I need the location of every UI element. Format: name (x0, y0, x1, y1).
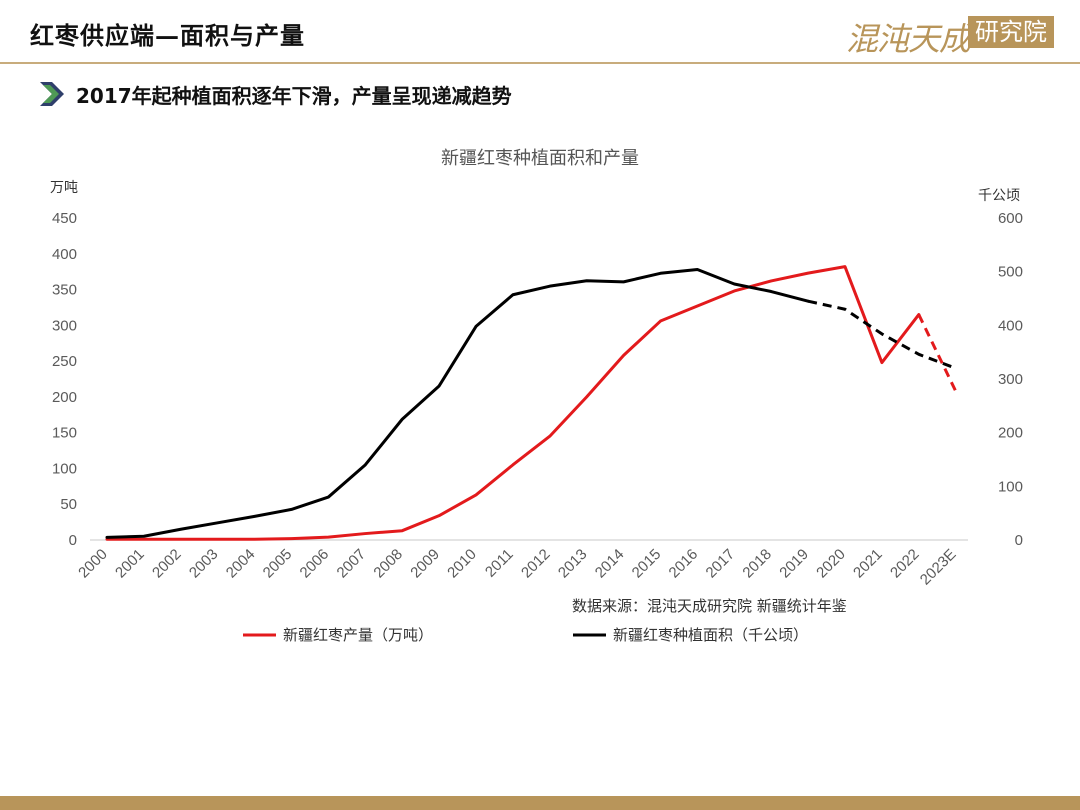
left-axis-unit: 万吨 (50, 180, 78, 196)
x-axis-tick: 2020 (813, 546, 849, 582)
x-axis-tick: 2001 (112, 546, 148, 582)
left-axis-tick: 200 (52, 389, 77, 406)
series-line-0 (105, 265, 921, 541)
right-axis-tick: 500 (998, 264, 1023, 281)
x-axis-tick: 2023E (917, 546, 960, 589)
footer-bar (0, 796, 1080, 810)
legend-label: 新疆红枣产量（万吨） (283, 626, 433, 644)
page-title: 红枣供应端—面积与产量 (30, 21, 305, 50)
x-axis-tick: 2006 (297, 546, 333, 582)
source-note: 数据来源：混沌天成研究院 新疆统计年鉴 (572, 597, 847, 615)
right-axis-tick: 200 (998, 425, 1023, 442)
left-axis-tick: 450 (52, 210, 77, 227)
legend-label: 新疆红枣种植面积（千公顷） (613, 626, 808, 644)
x-axis-tick: 2012 (518, 546, 554, 582)
subtitle: 2017年起种植面积逐年下滑，产量呈现递减趋势 (76, 84, 512, 108)
right-axis-tick: 600 (998, 210, 1023, 227)
x-axis-tick: 2002 (149, 546, 185, 582)
x-axis-tick: 2000 (75, 546, 111, 582)
x-axis-tick: 2018 (739, 546, 775, 582)
right-axis-tick: 100 (998, 478, 1023, 495)
left-axis-tick: 400 (52, 246, 77, 263)
x-axis-tick: 2011 (482, 546, 517, 581)
left-axis-tick: 300 (52, 317, 77, 334)
header-divider (0, 62, 1080, 64)
x-axis-tick: 2016 (666, 546, 702, 582)
x-axis-tick: 2015 (629, 546, 665, 582)
brand-logo: 混沌天成 研究院 (846, 14, 1058, 58)
logo-box-text: 研究院 (968, 16, 1054, 48)
right-axis-tick: 400 (998, 317, 1023, 334)
series-line-1 (105, 268, 810, 539)
x-axis-tick: 2017 (703, 546, 739, 582)
left-axis-tick: 100 (52, 460, 77, 477)
x-axis-tick: 2005 (260, 546, 296, 582)
logo-text: 混沌天成 (846, 20, 971, 58)
left-axis-tick: 0 (69, 532, 77, 549)
x-axis-tick: 2014 (592, 546, 628, 582)
right-axis-unit: 千公顷 (978, 188, 1020, 204)
x-axis-tick: 2003 (186, 546, 222, 582)
x-axis-tick: 2004 (223, 546, 259, 582)
right-axis-tick: 0 (1015, 532, 1023, 549)
chart-title: 新疆红枣种植面积和产量 (441, 148, 639, 169)
left-axis-tick: 250 (52, 353, 77, 370)
right-axis-tick: 300 (998, 371, 1023, 388)
x-axis-tick: 2013 (555, 546, 591, 582)
left-axis-tick: 50 (60, 496, 77, 513)
x-axis-tick: 2008 (370, 546, 406, 582)
left-axis-tick: 150 (52, 425, 77, 442)
left-axis-tick: 350 (52, 282, 77, 299)
series-projection-0 (917, 313, 958, 392)
x-axis-tick: 2007 (334, 546, 370, 582)
chevron-right-icon (40, 82, 64, 106)
x-axis-tick: 2019 (776, 546, 812, 582)
series-projection-1 (807, 299, 957, 370)
x-axis-tick: 2010 (444, 546, 480, 582)
x-axis-tick: 2009 (407, 546, 443, 582)
x-axis-tick: 2021 (850, 546, 886, 582)
